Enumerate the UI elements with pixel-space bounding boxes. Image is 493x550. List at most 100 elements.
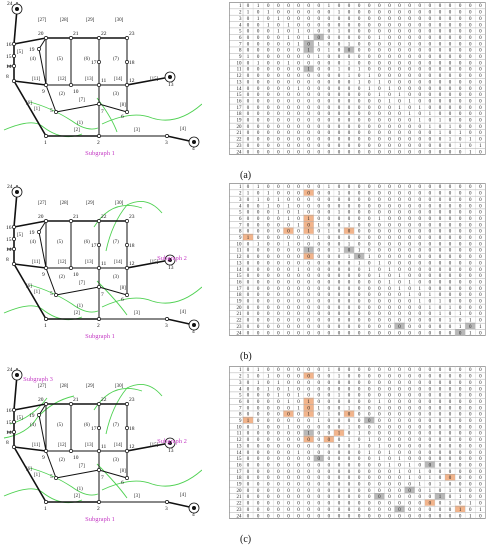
- matrix-value: 1: [408, 476, 411, 481]
- matrix-value: 1: [358, 444, 361, 449]
- matrix-value: 0: [338, 514, 341, 519]
- matrix-value: 0: [307, 30, 310, 35]
- matrix-value: 0: [287, 312, 290, 317]
- matrix-value: 0: [388, 287, 391, 292]
- matrix-value: 0: [449, 300, 452, 305]
- matrix-value: 0: [318, 457, 321, 462]
- matrix-value: 1: [307, 230, 310, 235]
- matrix-value: 0: [408, 249, 411, 254]
- row-index: 24: [237, 150, 243, 155]
- matrix-value: 0: [429, 514, 432, 519]
- matrix-value: 0: [479, 106, 482, 111]
- matrix-value: 0: [479, 255, 482, 260]
- branch-label: (4): [30, 57, 36, 62]
- matrix-value: 0: [328, 217, 331, 222]
- matrix-value: 0: [449, 242, 452, 247]
- matrix-value: 1: [348, 223, 351, 228]
- matrix-value: 0: [267, 300, 270, 305]
- matrix-value: 1: [338, 30, 341, 35]
- matrix-value: 0: [388, 42, 391, 47]
- bus-label: 23: [129, 397, 135, 403]
- subgraph-label: Subgraph 2: [157, 255, 187, 262]
- matrix-value: 0: [348, 211, 351, 216]
- row-index: 17: [237, 106, 243, 111]
- matrix-value: 0: [297, 131, 300, 136]
- matrix-value: 0: [277, 87, 280, 92]
- matrix-value: 1: [297, 211, 300, 216]
- matrix-value: 0: [378, 287, 381, 292]
- matrix-value: 0: [439, 400, 442, 405]
- matrix-value: 0: [267, 502, 270, 507]
- matrix-value: 0: [419, 489, 422, 494]
- matrix-value: 0: [328, 476, 331, 481]
- matrix-value: 0: [287, 211, 290, 216]
- matrix-value: 0: [257, 138, 260, 143]
- matrix-value: 0: [358, 476, 361, 481]
- matrix-value: 0: [479, 425, 482, 430]
- matrix-value: 0: [358, 138, 361, 143]
- matrix-value: 1: [297, 223, 300, 228]
- matrix-value: 0: [277, 508, 280, 513]
- row-index: 4: [239, 387, 242, 392]
- matrix-value: 0: [338, 331, 341, 336]
- matrix-value: 0: [277, 242, 280, 247]
- branch-label: [5]: [17, 416, 23, 421]
- matrix-value: 0: [267, 406, 270, 411]
- matrix-value: 0: [328, 381, 331, 386]
- matrix-value: 1: [378, 444, 381, 449]
- matrix-value: 0: [267, 483, 270, 488]
- bus-label: 8: [6, 74, 9, 80]
- matrix-value: 0: [277, 280, 280, 285]
- matrix-value: 0: [358, 319, 361, 324]
- bus-label: 2: [97, 323, 100, 329]
- matrix-value: 0: [469, 419, 472, 424]
- matrix-value: 0: [378, 508, 381, 513]
- matrix-value: 0: [479, 394, 482, 399]
- matrix-value: 0: [287, 331, 290, 336]
- matrix-value: 0: [469, 42, 472, 47]
- matrix-value: 1: [459, 508, 462, 513]
- matrix-value: 0: [429, 463, 432, 468]
- row-index: 23: [237, 508, 243, 513]
- matrix-value: 0: [338, 476, 341, 481]
- matrix-value: 1: [257, 4, 260, 9]
- matrix-value: 0: [408, 4, 411, 9]
- matrix-value: 0: [328, 325, 331, 330]
- matrix-value: 0: [257, 93, 260, 98]
- matrix-value: 0: [358, 300, 361, 305]
- matrix-value: 0: [479, 99, 482, 104]
- branch-label: (3): [113, 458, 119, 463]
- matrix-value: 0: [348, 131, 351, 136]
- matrix-value: 0: [419, 293, 422, 298]
- matrix-value: 0: [307, 508, 310, 513]
- matrix-value: 0: [439, 514, 442, 519]
- matrix-value: 0: [348, 444, 351, 449]
- matrix-value: 0: [429, 55, 432, 60]
- matrix-value: 0: [307, 144, 310, 149]
- matrix-value: 0: [459, 381, 462, 386]
- bus-label: 19: [29, 47, 35, 53]
- highlight-cell: [303, 435, 314, 443]
- matrix-value: 0: [439, 375, 442, 380]
- matrix-value: 0: [277, 42, 280, 47]
- row-index: 3: [239, 381, 242, 386]
- matrix-value: 1: [318, 419, 321, 424]
- matrix-value: 0: [307, 131, 310, 136]
- matrix-value: 0: [479, 514, 482, 519]
- matrix-value: 0: [429, 387, 432, 392]
- bus-node: [12, 408, 16, 412]
- matrix-value: 0: [307, 476, 310, 481]
- matrix-value: 0: [328, 204, 331, 209]
- matrix-value: 0: [247, 387, 250, 392]
- matrix-value: 0: [358, 406, 361, 411]
- bus-label: 23: [129, 31, 135, 37]
- matrix-value: 0: [307, 514, 310, 519]
- matrix-value: 1: [368, 74, 371, 79]
- matrix-value: 0: [378, 381, 381, 386]
- matrix-value: 0: [338, 312, 341, 317]
- matrix-value: 0: [439, 368, 442, 373]
- matrix-value: 0: [297, 192, 300, 197]
- matrix-value: 0: [398, 242, 401, 247]
- matrix-value: 1: [247, 236, 250, 241]
- matrix-value: 0: [267, 438, 270, 443]
